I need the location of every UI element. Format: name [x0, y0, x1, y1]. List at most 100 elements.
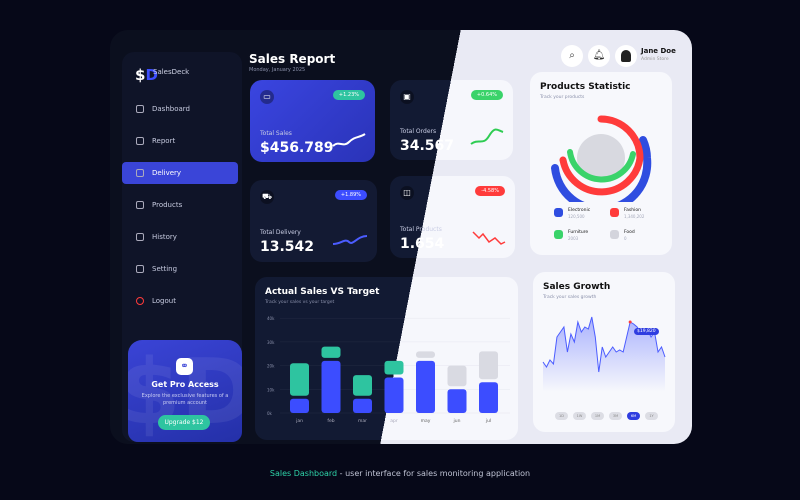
- chart-title: Actual Sales VS Target: [265, 287, 380, 297]
- sidebar-item-history[interactable]: History: [122, 226, 238, 248]
- search-button[interactable]: ⌕: [561, 45, 583, 67]
- caption-highlight: Sales Dashboard: [269, 469, 338, 478]
- stat-badge: +0.64%: [470, 90, 503, 100]
- sidebar-item-report[interactable]: Report: [122, 130, 238, 152]
- stat-card-total-delivery[interactable]: ⛟ +1.89% Total Delivery 13.542: [250, 180, 377, 262]
- target-bar[interactable]: [447, 365, 467, 387]
- y-tick-label: 10k: [267, 387, 275, 392]
- radial-chart: [551, 115, 652, 202]
- upgrade-button[interactable]: Upgrade $12: [158, 415, 210, 430]
- sidebar-item-label: Dashboard: [152, 105, 190, 113]
- user-role: Admin Store: [641, 57, 669, 62]
- stat-card-total-sales[interactable]: ▭ +1.23% Total Sales $456.789: [250, 80, 375, 162]
- history-icon: [136, 233, 144, 241]
- notification-button[interactable]: 🔔︎: [588, 45, 610, 67]
- card-title: Sales Growth: [543, 282, 611, 292]
- caption: Sales Dashboard - user interface for sal…: [0, 469, 800, 478]
- sidebar-item-label: Products: [152, 201, 183, 209]
- y-tick-label: 40k: [267, 316, 275, 321]
- x-tick-label: jul: [485, 418, 491, 424]
- target-bar[interactable]: [290, 363, 309, 396]
- legend-swatch: [554, 230, 563, 239]
- legend-label: Furniture: [568, 230, 589, 235]
- target-bar[interactable]: [384, 360, 404, 375]
- avatar[interactable]: [615, 45, 637, 67]
- legend-swatch: [610, 208, 619, 217]
- legend-label: Fashion: [624, 208, 641, 213]
- pro-description: Explore the exclusive features of a prem…: [141, 393, 229, 406]
- sidebar-item-label: Report: [152, 137, 176, 145]
- page-title: Sales Report: [249, 52, 336, 66]
- range-1w[interactable]: 1W: [573, 412, 586, 420]
- dashboard-icon: [136, 105, 144, 113]
- x-tick-label: mar: [358, 418, 367, 424]
- pro-icon: ⚭: [176, 358, 193, 375]
- legend-value: 0: [624, 236, 627, 241]
- sidebar-item-delivery[interactable]: Delivery: [122, 162, 238, 184]
- sales-growth-card: Sales Growth Track your sales growth $19…: [533, 272, 675, 432]
- chart-subtitle: Track your sales vs your target: [265, 300, 335, 305]
- logo[interactable]: $D: [135, 66, 158, 84]
- sidebar-item-setting[interactable]: Setting: [122, 258, 238, 280]
- actual-bar[interactable]: [321, 360, 341, 413]
- actual-vs-target-card: Actual Sales VS Target Track your sales …: [255, 277, 518, 440]
- user-name: Jane Doe: [641, 47, 676, 55]
- legend-swatch: [554, 208, 563, 217]
- legend-label: Food: [624, 230, 635, 235]
- actual-bar[interactable]: [384, 377, 404, 413]
- stat-card-total-orders[interactable]: ▣ +0.64% Total Orders 34.567: [390, 80, 513, 160]
- bar-chart: 0k 10k 20k 30k 40k jan feb mar apr may jun jul: [267, 316, 510, 424]
- delivery-icon: [136, 169, 144, 177]
- stat-badge: +1.23%: [332, 90, 365, 100]
- sidebar-item-logout[interactable]: Logout: [122, 290, 238, 312]
- x-tick-label: apr: [390, 418, 398, 424]
- sidebar-item-dashboard[interactable]: Dashboard: [122, 98, 238, 120]
- stat-value: 13.542: [260, 239, 315, 255]
- stat-card-total-products[interactable]: ◫ -4.58% Total Products 1.654: [390, 176, 515, 258]
- sidebar-item-label: Setting: [152, 265, 178, 273]
- actual-bar[interactable]: [416, 360, 435, 413]
- sparkline: [470, 128, 504, 145]
- legend-label: Electronic: [568, 208, 591, 213]
- sidebar-item-label: Logout: [152, 297, 176, 305]
- wallet-icon: ▭: [260, 90, 274, 104]
- pro-access-card: $D ⚭ Get Pro Access Explore the exclusiv…: [128, 340, 242, 442]
- x-tick-label: feb: [327, 418, 334, 424]
- range-1y[interactable]: 1Y: [645, 412, 658, 420]
- chart-tooltip: $19,820: [634, 328, 659, 335]
- actual-bar[interactable]: [290, 398, 309, 413]
- orders-icon: ▣: [400, 90, 414, 104]
- bell-icon: 🔔︎: [592, 50, 606, 61]
- actual-bar[interactable]: [447, 389, 467, 413]
- brand-name: SalesDeck: [153, 68, 190, 76]
- ring-electronic: [551, 136, 652, 202]
- legend-value: 2003: [568, 236, 579, 241]
- range-3m[interactable]: 3M: [609, 412, 622, 420]
- legend-value: 120,500: [568, 214, 585, 219]
- target-bar[interactable]: [479, 351, 498, 380]
- box-icon: ◫: [400, 186, 414, 200]
- area-chart: [542, 316, 666, 392]
- range-1d[interactable]: 1D: [555, 412, 568, 420]
- stat-label: Total Products: [400, 226, 442, 233]
- power-icon: [136, 297, 144, 305]
- sparkline: [332, 133, 366, 147]
- target-bar[interactable]: [321, 346, 341, 358]
- target-bar[interactable]: [416, 351, 435, 358]
- stat-label: Total Sales: [260, 130, 292, 137]
- target-bar[interactable]: [353, 375, 372, 396]
- area-fill: [543, 317, 665, 392]
- sidebar-item-label: Delivery: [152, 169, 182, 177]
- sidebar-item-products[interactable]: Products: [122, 194, 238, 216]
- actual-bar[interactable]: [353, 398, 372, 413]
- range-6m[interactable]: 6M: [627, 412, 640, 420]
- x-tick-label: jan: [295, 418, 303, 424]
- ring-furniture: [567, 149, 636, 183]
- peak-marker: [628, 320, 632, 324]
- actual-bar[interactable]: [479, 382, 498, 413]
- y-tick-label: 30k: [267, 340, 275, 345]
- y-tick-label: 0k: [267, 411, 273, 416]
- report-icon: [136, 137, 144, 145]
- range-1m[interactable]: 1M: [591, 412, 604, 420]
- products-icon: [136, 201, 144, 209]
